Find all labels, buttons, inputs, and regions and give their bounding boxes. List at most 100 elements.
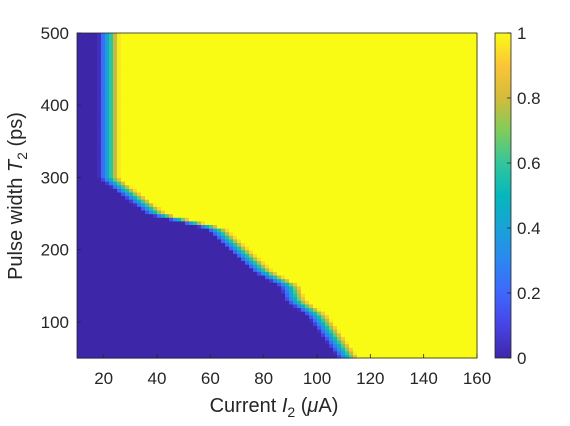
heatmap-cell: [221, 217, 226, 222]
heatmap-cell: [149, 303, 154, 309]
heatmap-cell: [241, 256, 246, 262]
heatmap-cell: [453, 235, 458, 240]
heatmap-cell: [117, 220, 122, 225]
heatmap-cell: [449, 307, 454, 312]
heatmap-cell: [149, 350, 154, 355]
heatmap-cell: [437, 249, 442, 254]
heatmap-cell: [169, 347, 174, 352]
heatmap-cell: [193, 303, 198, 309]
heatmap-cell: [341, 213, 346, 218]
heatmap-cell: [233, 235, 238, 240]
heatmap-cell: [85, 217, 90, 222]
heatmap-cell: [145, 238, 150, 244]
heatmap-cell: [401, 199, 406, 204]
heatmap-cell: [425, 321, 430, 327]
heatmap-cell: [233, 311, 238, 316]
heatmap-cell: [113, 296, 118, 301]
heatmap-cell: [221, 343, 226, 348]
heatmap-cell: [441, 195, 446, 200]
heatmap-cell: [301, 195, 306, 200]
heatmap-cell: [165, 325, 170, 330]
heatmap-cell: [445, 314, 450, 319]
heatmap-cell: [197, 242, 202, 247]
heatmap-cell: [225, 238, 230, 244]
heatmap-cell: [273, 181, 278, 186]
heatmap-cell: [329, 318, 334, 323]
heatmap-cell: [101, 329, 106, 334]
heatmap-cell: [401, 347, 406, 352]
heatmap-cell: [429, 246, 434, 251]
heatmap-cell: [217, 282, 222, 287]
heatmap-cell: [257, 181, 262, 186]
heatmap-cell: [141, 332, 146, 337]
heatmap-cell: [157, 271, 162, 276]
heatmap-cell: [121, 336, 126, 341]
heatmap-cell: [129, 289, 134, 294]
heatmap-cell: [97, 318, 102, 323]
heatmap-cell: [181, 220, 186, 225]
heatmap-cell: [409, 260, 414, 265]
heatmap-cell: [141, 282, 146, 287]
heatmap-cell: [405, 256, 410, 262]
heatmap-cell: [153, 278, 158, 283]
heatmap-cell: [249, 278, 254, 283]
heatmap-cell: [441, 267, 446, 272]
heatmap-cell: [301, 246, 306, 251]
heatmap-cell: [413, 274, 418, 280]
heatmap-cell: [293, 271, 298, 276]
heatmap-cell: [401, 224, 406, 229]
heatmap-cell: [237, 347, 242, 352]
heatmap-cell: [93, 325, 98, 330]
heatmap-cell: [337, 296, 342, 301]
heatmap-cell: [169, 332, 174, 337]
heatmap-cell: [309, 274, 314, 280]
heatmap-cell: [297, 278, 302, 283]
heatmap-cell: [433, 256, 438, 262]
heatmap-cell: [433, 332, 438, 337]
heatmap-cell: [317, 238, 322, 244]
heatmap-cell: [413, 264, 418, 269]
heatmap-cell: [377, 325, 382, 330]
heatmap-cell: [377, 347, 382, 352]
heatmap-cell: [77, 300, 82, 305]
heatmap-cell: [197, 246, 202, 251]
heatmap-cell: [201, 191, 206, 197]
heatmap-cell: [265, 206, 270, 211]
heatmap-cell: [253, 303, 258, 309]
heatmap-cell: [417, 177, 422, 182]
heatmap-cell: [425, 260, 430, 265]
heatmap-cell: [269, 350, 274, 355]
heatmap-cell: [417, 343, 422, 348]
heatmap-cell: [321, 181, 326, 186]
heatmap-cell: [273, 267, 278, 272]
heatmap-cell: [105, 242, 110, 247]
heatmap-cell: [93, 246, 98, 251]
heatmap-cell: [261, 274, 266, 280]
heatmap-cell: [201, 267, 206, 272]
heatmap-cell: [385, 307, 390, 312]
heatmap-cell: [97, 202, 102, 207]
heatmap-cell: [209, 282, 214, 287]
heatmap-cell: [185, 184, 190, 189]
heatmap-cell: [457, 311, 462, 316]
heatmap-cell: [357, 202, 362, 207]
heatmap-cell: [337, 202, 342, 207]
heatmap-cell: [397, 282, 402, 287]
heatmap-cell: [165, 296, 170, 301]
heatmap-cell: [213, 184, 218, 189]
heatmap-cell: [205, 246, 210, 251]
heatmap-cell: [189, 231, 194, 236]
heatmap-cell: [385, 264, 390, 269]
heatmap-cell: [153, 235, 158, 240]
heatmap-cell: [121, 347, 126, 352]
heatmap-cell: [357, 307, 362, 312]
heatmap-cell: [401, 343, 406, 348]
heatmap-cell: [97, 289, 102, 294]
heatmap-cell: [289, 238, 294, 244]
heatmap-cell: [77, 199, 82, 204]
heatmap-cell: [269, 188, 274, 193]
heatmap-cell: [289, 202, 294, 207]
heatmap-cell: [177, 242, 182, 247]
heatmap-cell: [349, 329, 354, 334]
heatmap-cell: [369, 217, 374, 222]
